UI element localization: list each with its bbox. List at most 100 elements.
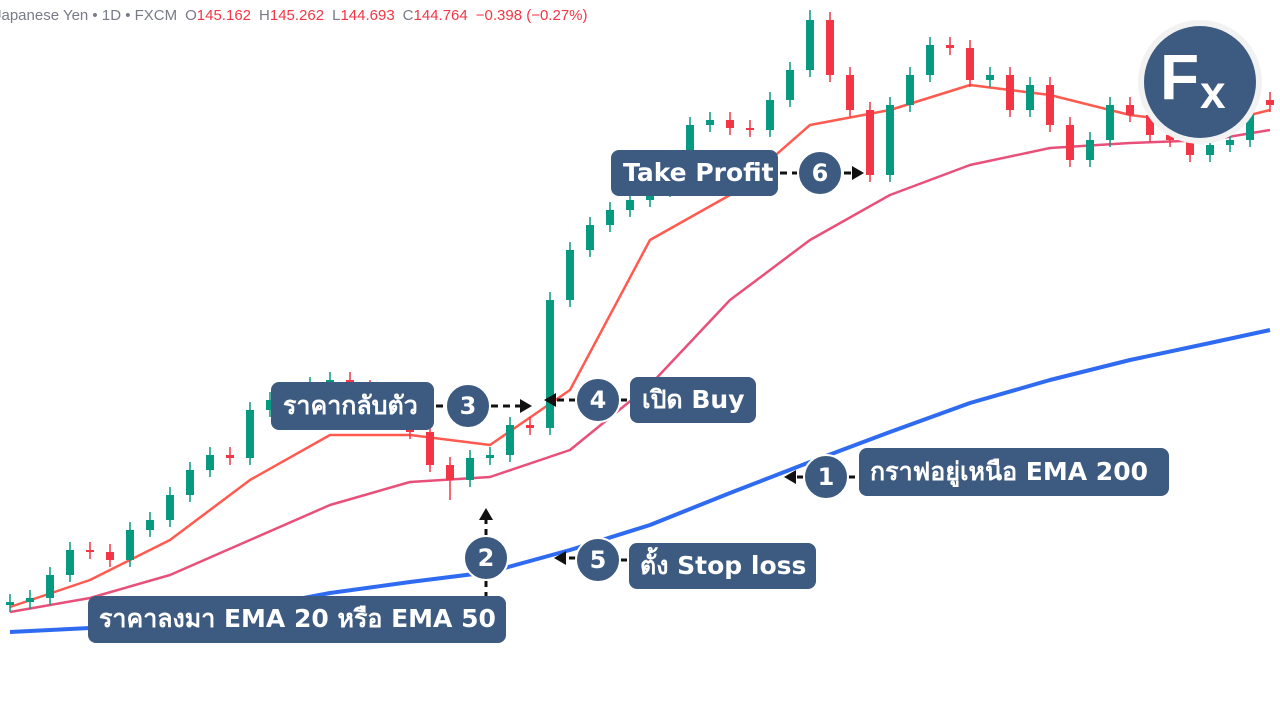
candle-body <box>1086 140 1094 160</box>
label-box <box>859 448 1169 496</box>
candle-body <box>6 602 14 605</box>
candle-body <box>46 575 54 598</box>
field-label: C <box>403 7 414 24</box>
candle-body <box>726 120 734 128</box>
candle-body <box>166 495 174 520</box>
candle-body <box>26 598 34 602</box>
step-number: 5 <box>590 546 607 574</box>
candle-body <box>826 20 834 75</box>
ema-line <box>9 83 1271 609</box>
header-symbol: Japanese Yen • 1D • FXCM O145.162 H145.262… <box>0 7 588 24</box>
candle-body <box>906 75 914 105</box>
step-number: 6 <box>812 159 829 187</box>
label-text: กราฟอยู่เหนือ EMA 200 <box>870 457 1148 488</box>
candle-body <box>486 455 494 458</box>
step-circle <box>445 383 491 429</box>
arrowhead <box>544 393 556 407</box>
logo-x: x <box>1200 66 1226 118</box>
annotation-above-ema: กราฟอยู่เหนือ EMA 200 1 <box>784 448 1169 500</box>
candle-body <box>446 465 454 480</box>
connector <box>566 556 629 562</box>
field-value: 144.764 <box>414 7 468 24</box>
annotation-take-profit: Take Profit 6 <box>611 150 864 196</box>
candle-body <box>766 100 774 130</box>
field-label: L <box>332 7 340 24</box>
step-circle <box>575 537 621 583</box>
label-box <box>88 596 506 643</box>
arrowhead <box>852 166 864 180</box>
candle-body <box>706 120 714 125</box>
label-text: ราคากลับตัว <box>283 391 418 420</box>
plot <box>6 10 1274 634</box>
label-text: Take Profit <box>623 158 774 187</box>
step-circle <box>797 150 843 196</box>
candle-body <box>1266 100 1274 105</box>
candle-body <box>786 70 794 100</box>
candle-body <box>886 105 894 175</box>
candle-body <box>226 455 234 458</box>
candle-body <box>126 530 134 560</box>
candle-body <box>1246 100 1254 140</box>
step-number: 1 <box>818 463 835 491</box>
candle-body <box>626 200 634 210</box>
candle-body <box>846 75 854 110</box>
logo-f: F <box>1160 41 1199 113</box>
candle-body <box>206 455 214 470</box>
label-box <box>630 377 756 423</box>
step-circle <box>803 454 849 500</box>
field-value: 144.693 <box>340 7 394 24</box>
candle-body <box>1166 135 1174 140</box>
field-label: O <box>185 7 197 24</box>
logo-disc <box>1144 26 1256 138</box>
candle-body <box>266 400 274 410</box>
label-box <box>629 543 816 589</box>
candle-body <box>566 250 574 300</box>
candle-body <box>526 425 534 428</box>
label-text: เปิด Buy <box>642 385 745 414</box>
candle-body <box>546 300 554 428</box>
logo: F x <box>1138 20 1262 144</box>
candle-body <box>746 128 754 130</box>
candle-body <box>106 552 114 560</box>
step-number: 2 <box>478 544 495 572</box>
symbol: Japanese Yen • 1D • FXCM <box>0 7 177 24</box>
field-label: H <box>259 7 270 24</box>
change: −0.398 (−0.27%) <box>476 7 588 24</box>
candle-body <box>586 225 594 250</box>
candle-body <box>1026 85 1034 110</box>
candle-body <box>1066 125 1074 160</box>
field-value: 145.262 <box>270 7 324 24</box>
arrowhead <box>784 470 796 484</box>
candle-body <box>606 210 614 225</box>
candle-body <box>1046 85 1054 125</box>
annotation-stop-loss: ตั้ง Stop loss 5 <box>554 537 816 589</box>
arrowhead <box>479 508 493 520</box>
step-number: 3 <box>460 392 477 420</box>
label-box <box>611 150 778 196</box>
arrowhead <box>520 399 532 413</box>
candle-body <box>186 470 194 495</box>
annotation-pullback: ราคาลงมา EMA 20 หรือ EMA 50 2 <box>88 508 509 643</box>
label-text: ตั้ง Stop loss <box>640 546 806 580</box>
candle-body <box>146 520 154 530</box>
candle-body <box>1186 140 1194 155</box>
candle-body <box>246 410 254 458</box>
candle-body <box>66 550 74 575</box>
step-number: 4 <box>590 386 607 414</box>
candle-body <box>1146 115 1154 135</box>
candle-body <box>1206 145 1214 155</box>
candle-body <box>466 458 474 480</box>
candle-body <box>506 425 514 455</box>
candle-body <box>1006 75 1014 110</box>
candle-body <box>866 110 874 175</box>
candle-body <box>806 20 814 70</box>
arrowhead <box>554 551 566 565</box>
candle-body <box>1106 105 1114 140</box>
annotation-reversal: ราคากลับตัว 3 <box>271 382 532 430</box>
candle-body <box>1126 105 1134 115</box>
annotation-open-buy: เปิด Buy 4 <box>544 377 756 423</box>
candle-body <box>426 432 434 465</box>
step-circle <box>463 535 509 581</box>
label-box <box>271 382 434 430</box>
